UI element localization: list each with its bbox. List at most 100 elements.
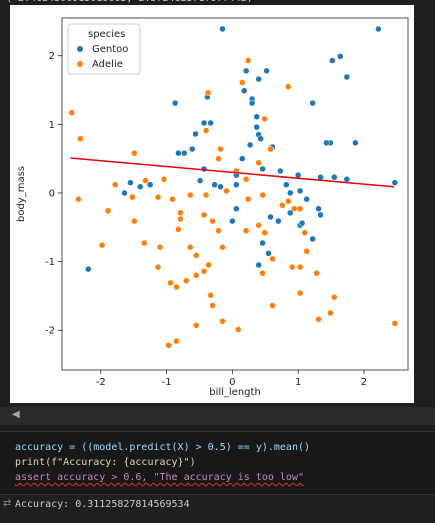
point [242,175,250,183]
point [192,322,200,329]
point [238,155,246,162]
point [391,320,399,327]
point [242,67,250,75]
point [173,283,180,291]
point [192,130,199,138]
point [294,171,302,179]
point [259,165,266,173]
point [246,141,254,149]
point [175,149,182,157]
point [75,195,82,203]
point [296,205,304,213]
point [327,309,334,317]
point [171,99,179,107]
point [290,205,298,213]
point [298,219,306,227]
point [202,191,210,199]
y-tick-label: -2 [45,326,55,337]
point [296,263,304,271]
point [263,67,270,75]
code-line: print(f"Accuracy: {accuracy}") [15,457,196,468]
point [173,337,180,345]
point [217,145,224,153]
point [131,217,138,225]
chart: bill_length body_mass -2 -1 0 1 2 -2 -1 0 1 2 spec… [10,5,414,403]
point [160,175,168,183]
point [267,213,274,221]
point [287,209,294,217]
point [240,87,248,94]
point [169,195,176,203]
point [165,342,172,349]
cell-output: Accuracy: 0.31125827814569534 [15,499,190,510]
y-tick-label: 0 [49,188,55,199]
point [104,207,112,215]
scrollbar[interactable]: ◀ [0,407,435,425]
point [129,193,136,201]
point [343,175,351,183]
legend-box [67,23,141,75]
y-tick-label: -1 [45,257,55,268]
point [329,57,336,64]
point [336,53,344,60]
point [140,239,148,247]
point [154,193,162,201]
point [303,195,310,203]
point [259,239,266,247]
point [177,215,184,223]
point [303,248,310,255]
point [301,229,308,237]
code-line: accuracy = ((model.predict(X) > 0.5) == … [15,442,311,453]
point [131,149,138,157]
point [244,57,252,64]
point [244,195,252,203]
point [154,263,162,271]
point [219,243,226,251]
point [205,261,212,269]
point [68,109,76,116]
point [296,289,304,297]
point [242,227,250,234]
scroll-arrow[interactable]: ◀ [12,409,20,420]
legend-title: species [88,29,125,40]
x-tick-label: 0 [229,377,235,388]
point [112,181,119,188]
output-icon: ⇄ [3,498,12,509]
point [265,250,272,257]
code-line: assert accuracy > 0.6, "The accuracy is … [15,472,304,483]
point [352,139,359,147]
point [175,226,182,233]
point [285,197,292,205]
cell-output: (-2.4624306915019663, 2.5724825717977442… [6,0,253,4]
x-axis-label: bill_length [209,387,261,398]
point [309,99,316,107]
point [275,217,282,225]
point [98,241,106,249]
point [146,181,154,188]
point [255,261,262,269]
point [137,183,144,191]
point [253,123,260,131]
point [269,255,276,263]
point [187,243,194,251]
point [217,183,224,191]
point [207,291,214,299]
point [202,127,210,134]
legend-label: Adelie [92,59,123,70]
point [85,265,92,273]
point [331,294,338,301]
point [315,315,322,323]
code-cell[interactable]: accuracy = ((model.predict(X) > 0.5) == … [0,431,435,495]
point [255,221,262,229]
point [261,229,268,237]
point [343,73,351,81]
point [121,189,128,197]
point [313,270,320,277]
point [188,145,196,153]
point [255,75,262,83]
point [223,187,230,195]
x-tick-label: 2 [361,377,367,388]
point [269,302,276,309]
point [207,119,214,127]
